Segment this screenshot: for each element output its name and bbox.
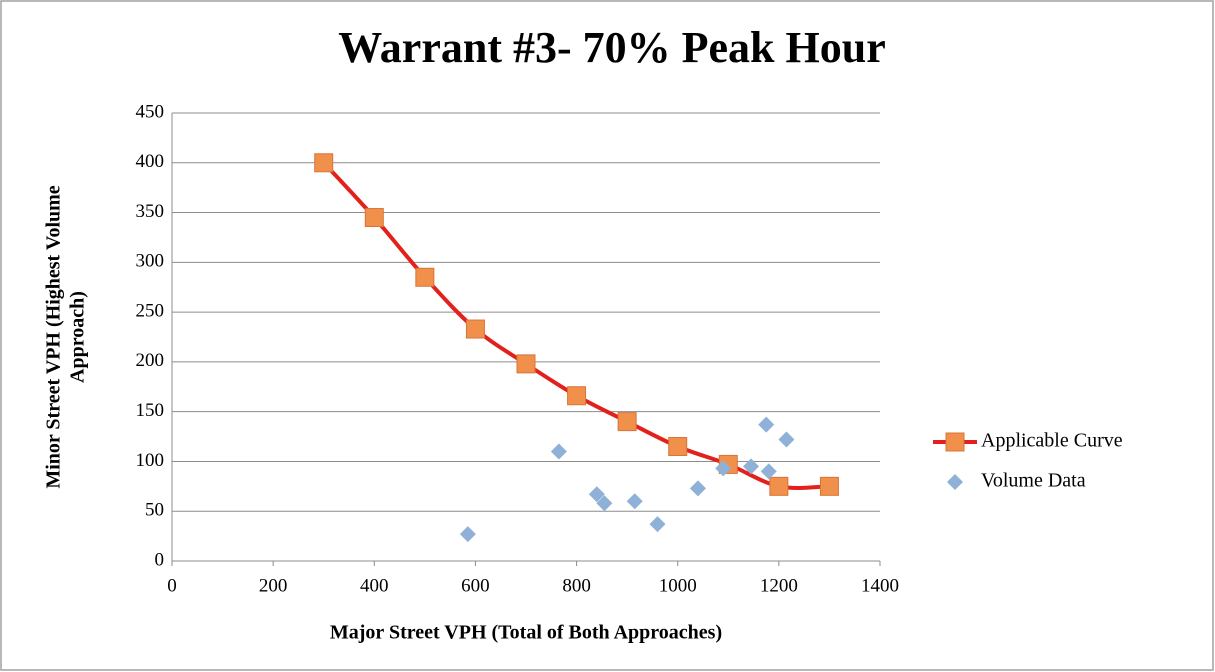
y-tick-label: 450 [136,101,165,122]
legend-marker [945,432,965,452]
curve-point [314,153,334,173]
x-tick-label: 400 [360,575,389,596]
curve-point [415,267,435,287]
data-point [459,526,476,543]
curve-point [668,437,688,457]
x-tick-label: 1000 [659,575,697,596]
data-point [758,416,775,433]
y-axis-title: Minor Street VPH (Highest Volume Approac… [43,185,89,488]
y-tick-label: 200 [136,350,165,371]
curve-point [617,412,637,432]
curve-point [769,476,789,496]
y-tick-label: 150 [136,400,165,421]
legend-marker [947,474,963,490]
data-point [743,458,760,475]
y-tick-label: 350 [136,201,165,222]
x-tick-label: 200 [259,575,288,596]
curve-point [516,354,536,374]
y-axis-title-line: Approach) [67,291,89,383]
legend-label: Applicable Curve [981,430,1123,452]
y-tick-label: 300 [136,251,165,272]
data-point [689,480,706,497]
curve-point [465,319,485,339]
chart-title: Warrant #3- 70% Peak Hour [338,23,886,72]
x-tick-label: 800 [562,575,591,596]
y-axis-title-line: Minor Street VPH (Highest Volume [43,185,65,488]
data-point [778,431,795,448]
y-tick-label: 0 [155,549,165,570]
data-point [649,516,666,533]
data-point [550,443,567,460]
data-point [588,486,605,503]
y-tick-label: 400 [136,151,165,172]
legend-label: Volume Data [981,470,1086,492]
x-tick-label: 600 [461,575,490,596]
curve-point [364,208,384,228]
x-axis-title: Major Street VPH (Total of Both Approach… [330,622,722,644]
x-tick-label: 1200 [760,575,798,596]
y-tick-label: 50 [145,500,164,521]
y-tick-label: 250 [136,300,165,321]
data-point [715,460,732,477]
x-tick-label: 0 [167,575,177,596]
curve-point [819,476,839,496]
curve-point [567,386,587,406]
data-point [596,495,613,512]
x-tick-label: 1400 [861,575,899,596]
data-point [760,463,777,480]
data-point [626,493,643,510]
y-tick-label: 100 [136,450,165,471]
